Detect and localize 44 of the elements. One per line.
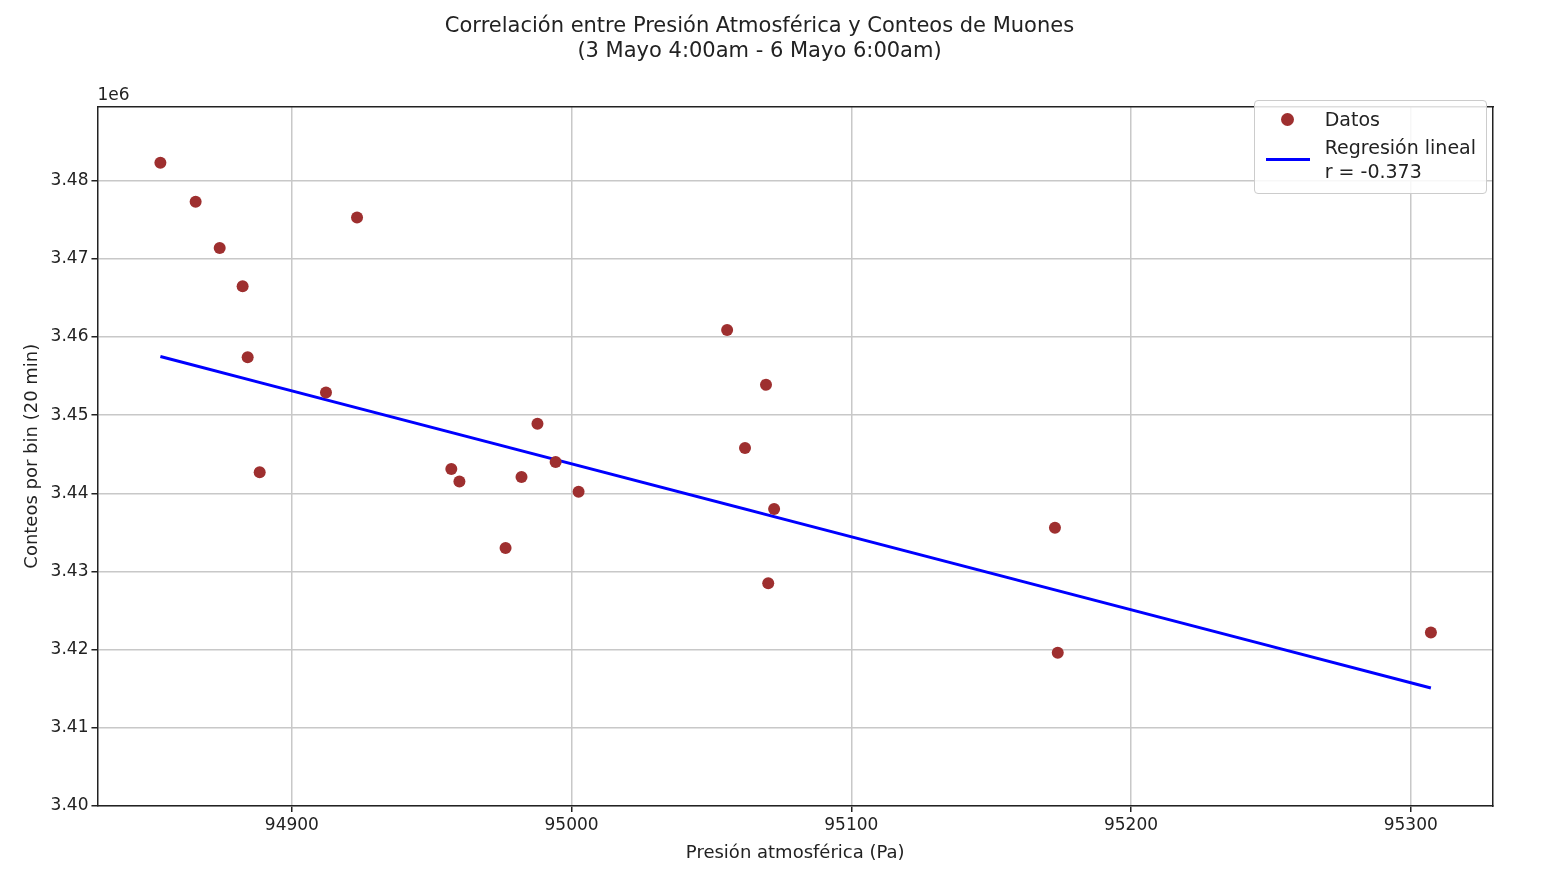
point — [319, 386, 332, 399]
x-tick-label: 95300 — [1383, 813, 1438, 834]
x-tick-label: 95200 — [1103, 813, 1159, 834]
point — [154, 156, 167, 169]
point — [515, 470, 528, 483]
y-axis-title: Conteos por bin (20 min) — [20, 343, 42, 569]
legend-label: Regresión lineal r = -0.373 — [1324, 135, 1476, 183]
point — [1048, 521, 1061, 534]
y-tick-label: 3.40 — [50, 794, 89, 815]
text: 1e6 — [97, 84, 130, 105]
point — [762, 577, 775, 590]
point — [499, 542, 512, 555]
x-tick-label: 95100 — [824, 813, 879, 834]
y-tick-label: 3.41 — [50, 716, 89, 737]
point — [531, 417, 544, 430]
point — [445, 463, 458, 476]
y-tick-label: 3.42 — [50, 638, 89, 659]
point — [739, 441, 752, 454]
chart-title: Correlación entre Presión Atmosférica y Conteos de Muones — [444, 13, 1075, 38]
point — [189, 195, 202, 208]
point — [768, 502, 781, 515]
chart-subtitle: (3 Mayo 4:00am - 6 Mayo 6:00am) — [577, 38, 942, 63]
legend-label: Datos — [1324, 107, 1380, 131]
point — [241, 351, 254, 364]
point — [453, 475, 466, 488]
point — [760, 378, 772, 391]
point — [572, 485, 585, 498]
x-tick-label: 95000 — [544, 813, 599, 834]
point — [549, 456, 562, 469]
point — [236, 280, 249, 293]
y-tick-label: 3.43 — [50, 559, 89, 580]
point — [253, 466, 266, 479]
point — [1424, 626, 1437, 639]
point — [213, 241, 226, 254]
y-tick-label: 3.44 — [50, 481, 89, 502]
point — [721, 323, 734, 336]
y-tick-label: 3.46 — [50, 325, 89, 346]
y-tick-label: 3.48 — [50, 169, 89, 190]
x-axis-title: Presión atmosférica (Pa) — [685, 840, 905, 862]
x-tick-label: 94900 — [264, 813, 319, 834]
point — [1051, 646, 1064, 659]
y-tick-label: 3.47 — [50, 247, 89, 268]
y-tick-label: 3.45 — [50, 403, 89, 424]
point — [351, 211, 364, 224]
